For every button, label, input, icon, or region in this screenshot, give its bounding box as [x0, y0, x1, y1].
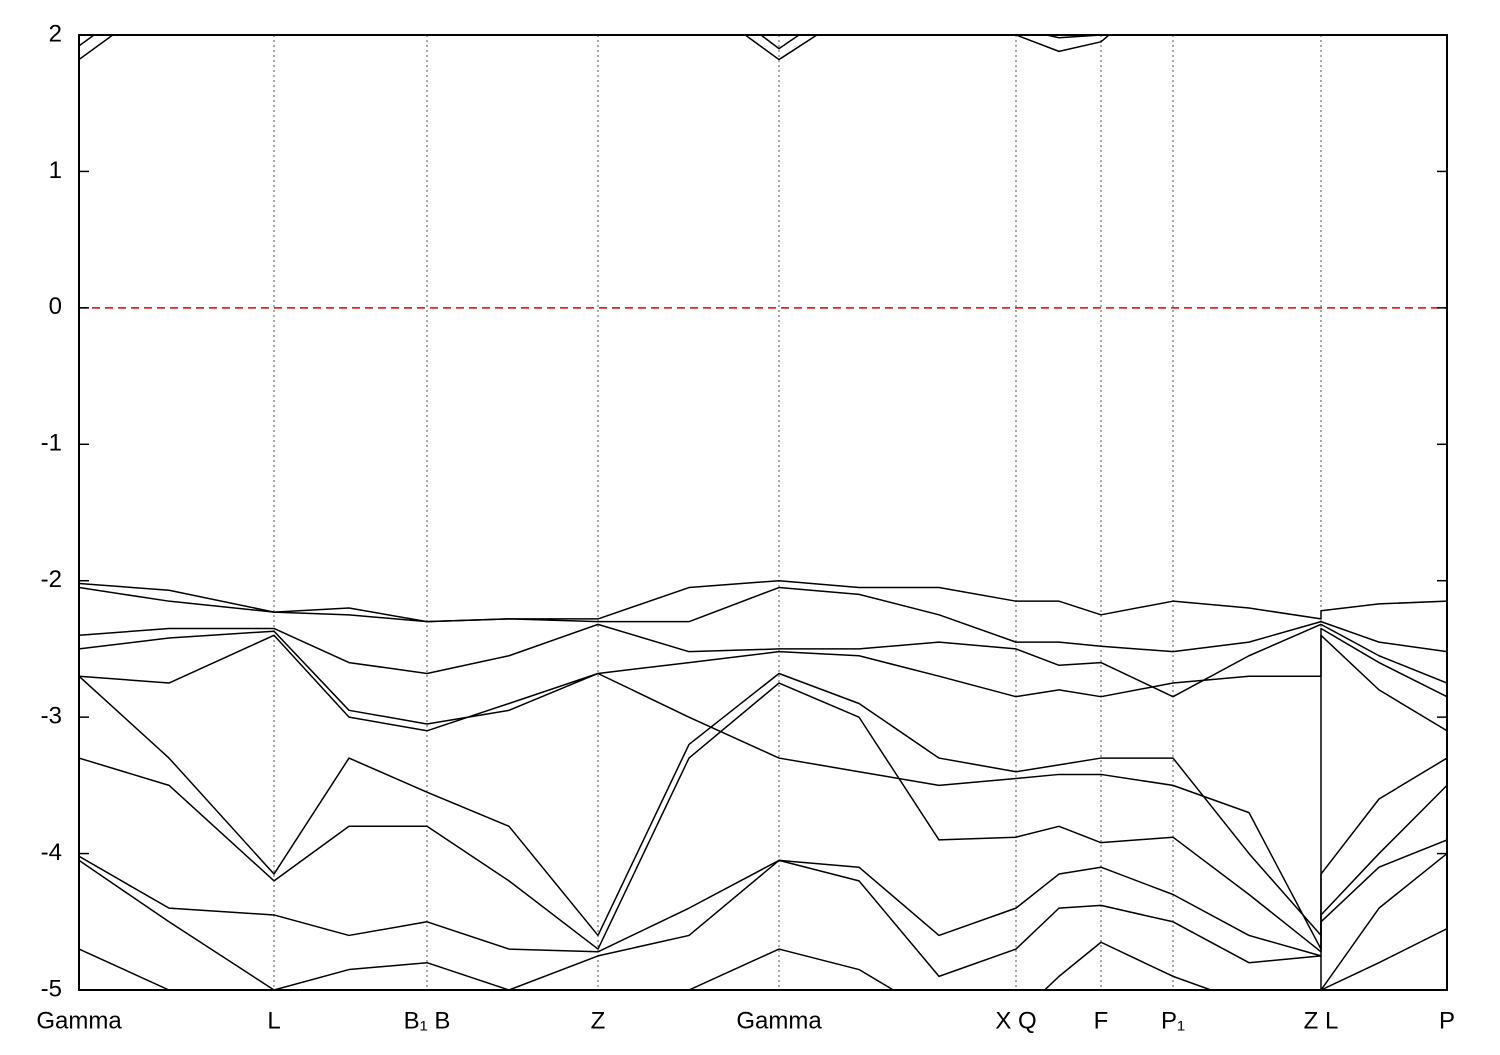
band-line [79, 839, 1447, 957]
x-tick-label: P [1439, 1007, 1455, 1034]
y-tick-label: 0 [49, 293, 62, 320]
x-tick-label: Z [591, 1007, 606, 1034]
plot-area [79, 35, 1447, 990]
y-tick-label: -4 [41, 839, 62, 866]
band-line [79, 852, 1447, 990]
band-line [79, 682, 1447, 953]
y-tick-label: 1 [49, 157, 62, 184]
x-tick-label: Gamma [736, 1007, 822, 1034]
x-tick-label: L [267, 1007, 280, 1034]
x-tick-label: Gamma [36, 1007, 122, 1034]
x-tick-label: X Q [995, 1007, 1036, 1034]
plot-frame [78, 34, 1448, 991]
band-line [79, 672, 1447, 937]
band-line [79, 627, 1447, 725]
x-tick-label: P₁ [1161, 1007, 1185, 1034]
band-line [79, 579, 1447, 623]
band-line [79, 623, 1447, 698]
band-line [79, 586, 1447, 653]
y-tick-label: -1 [41, 430, 62, 457]
y-tick-label: -2 [41, 566, 62, 593]
y-tick-label: -3 [41, 702, 62, 729]
x-tick-label: F [1094, 1007, 1109, 1034]
y-tick-label: 2 [49, 20, 62, 47]
y-tick-label: -5 [41, 975, 62, 1002]
x-tick-label: B₁ B [404, 1007, 451, 1034]
x-tick-label: Z L [1304, 1007, 1339, 1034]
